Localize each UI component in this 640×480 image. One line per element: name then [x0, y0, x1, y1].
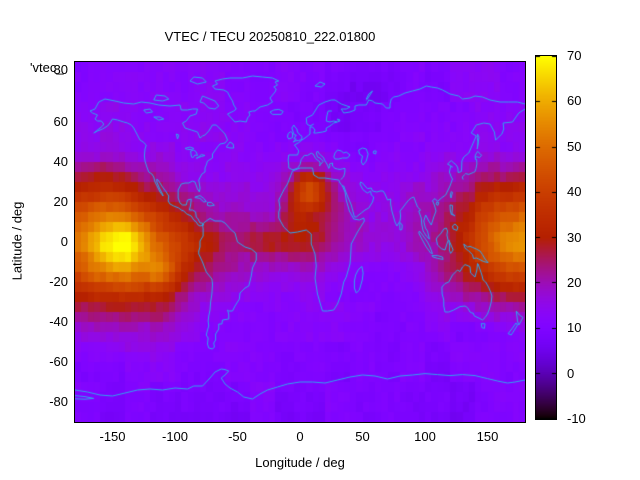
x-tick-label: -100 — [161, 429, 189, 444]
colorbar-tick-label: 20 — [567, 274, 582, 290]
y-tick-label: -80 — [49, 394, 68, 409]
colorbar-tick-label: 50 — [567, 138, 582, 154]
colorbar-tick-label: 60 — [567, 93, 582, 109]
chart-title: VTEC / TECU 20250810_222.01800 — [164, 29, 376, 44]
colorbar-tick-label: 70 — [567, 48, 582, 63]
colorbar-tick-label: 40 — [567, 184, 582, 200]
colorbar-tick-label: 10 — [567, 320, 582, 336]
y-axis-label: Latitude / deg — [9, 201, 25, 281]
y-tick-label: -40 — [49, 314, 68, 329]
x-axis-label: Longitude / deg — [255, 455, 345, 470]
y-tick-label: -20 — [49, 274, 68, 289]
x-tick-label: -150 — [99, 429, 126, 444]
vtec-heatmap-canvas — [74, 61, 526, 423]
y-tick-label: 60 — [53, 114, 68, 129]
y-tick-label: 40 — [53, 154, 68, 169]
key-label-vtec: 'vtec_ — [30, 60, 64, 75]
y-tick-label: 20 — [53, 194, 68, 209]
y-tick-label: 0 — [60, 234, 68, 249]
x-tick-label: 150 — [476, 429, 499, 444]
colorbar-tick-label: -10 — [567, 411, 586, 426]
colorbar-tick-label: 0 — [567, 365, 575, 381]
y-tick-label: 80 — [53, 62, 68, 77]
colorbar-canvas — [535, 55, 557, 420]
y-tick-label: -60 — [49, 354, 68, 369]
colorbar-tick-label: 30 — [567, 229, 582, 245]
x-tick-label: 0 — [296, 429, 304, 444]
x-tick-label: -50 — [228, 429, 247, 444]
x-tick-label: 100 — [414, 429, 436, 444]
x-tick-label: 50 — [355, 429, 370, 444]
